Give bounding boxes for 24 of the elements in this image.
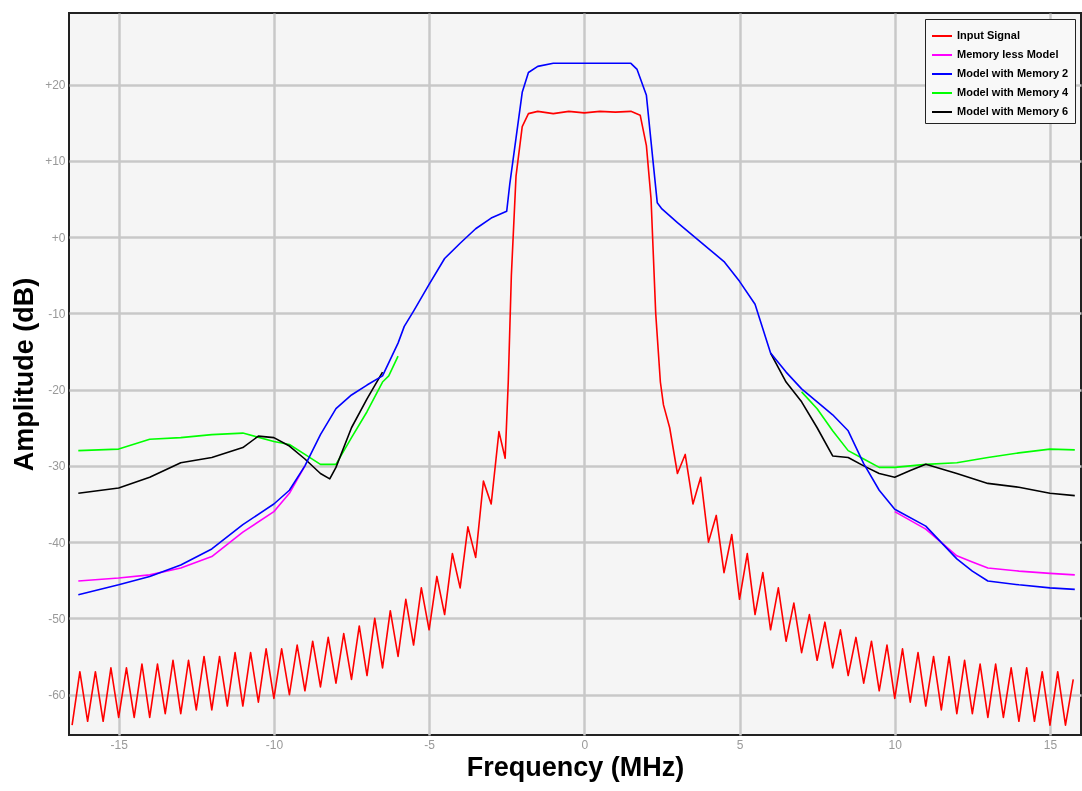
y-axis-title: Amplitude (dB) [9,277,40,472]
y-tick-label: +10 [45,154,66,169]
x-tick-label: 5 [736,737,744,752]
x-tick-label: 0 [581,737,589,752]
x-tick-label: -10 [265,737,284,752]
line-series [77,62,1076,596]
x-tick-label: 15 [1043,737,1058,752]
legend-label: Model with Memory 2 [957,67,1069,79]
x-tick-label: 10 [888,737,903,752]
legend-label: Memory less Model [957,48,1059,60]
y-tick-label: -60 [48,688,66,703]
legend-label: Model with Memory 4 [957,86,1070,98]
x-axis-title: Frequency (MHz) [466,751,685,782]
x-tick-label: -5 [424,737,436,752]
y-tick-label: -20 [48,383,66,398]
y-tick-label: -50 [48,611,66,626]
y-tick-label: -40 [48,535,66,550]
legend-label: Input Signal [957,29,1020,41]
x-tick-label: -15 [110,737,129,752]
y-tick-label: +0 [51,230,66,245]
y-tick-label: +20 [45,78,66,93]
y-tick-label: -10 [48,306,66,321]
legend-label: Model with Memory 6 [957,105,1069,117]
y-tick-label: -30 [48,459,66,474]
